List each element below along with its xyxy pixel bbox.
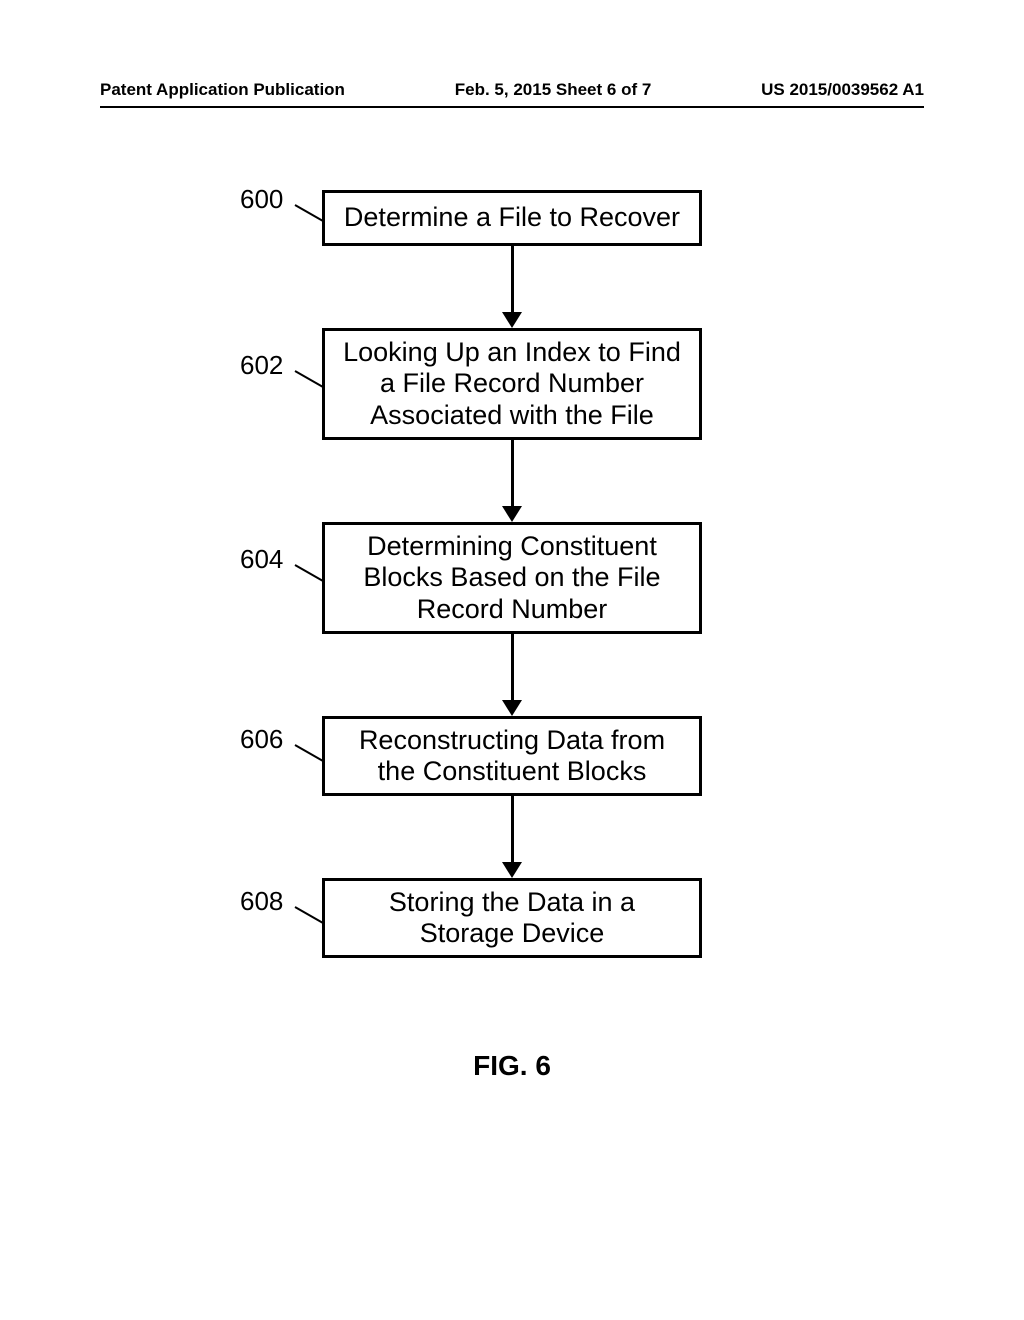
arrow-shaft — [511, 440, 514, 510]
flow-step: 604 Determining Constituent Blocks Based … — [0, 522, 1024, 634]
flow-box: Looking Up an Index to Find a File Recor… — [322, 328, 702, 440]
leader-line — [295, 204, 324, 222]
header-center: Feb. 5, 2015 Sheet 6 of 7 — [455, 80, 652, 100]
arrow-head-icon — [502, 862, 522, 878]
flow-step: 602 Looking Up an Index to Find a File Re… — [0, 328, 1024, 440]
leader-line — [295, 564, 324, 582]
leader-line — [295, 906, 324, 924]
flow-step: 608 Storing the Data in a Storage Device — [0, 878, 1024, 958]
step-number: 600 — [240, 184, 283, 215]
flow-arrow — [0, 440, 1024, 522]
flow-box: Storing the Data in a Storage Device — [322, 878, 702, 958]
flow-step: 600Determine a File to Recover — [0, 190, 1024, 246]
arrow-head-icon — [502, 312, 522, 328]
flow-arrow — [0, 634, 1024, 716]
leader-line — [295, 370, 324, 388]
page: Patent Application Publication Feb. 5, 2… — [0, 0, 1024, 1320]
page-header: Patent Application Publication Feb. 5, 2… — [100, 80, 924, 108]
flow-box: Reconstructing Data from the Constituent… — [322, 716, 702, 796]
flow-arrow — [0, 246, 1024, 328]
step-number: 608 — [240, 886, 283, 917]
header-right: US 2015/0039562 A1 — [761, 80, 924, 100]
flowchart: 600Determine a File to Recover 602 Looking… — [0, 190, 1024, 958]
arrow-shaft — [511, 634, 514, 704]
flow-box: Determine a File to Recover — [322, 190, 702, 246]
figure-label: FIG. 6 — [0, 1050, 1024, 1082]
step-number: 604 — [240, 544, 283, 575]
arrow-head-icon — [502, 700, 522, 716]
arrow-shaft — [511, 796, 514, 866]
arrow-shaft — [511, 246, 514, 316]
flow-box: Determining Constituent Blocks Based on … — [322, 522, 702, 634]
leader-line — [295, 744, 324, 762]
flow-arrow — [0, 796, 1024, 878]
step-number: 606 — [240, 724, 283, 755]
arrow-head-icon — [502, 506, 522, 522]
flow-step: 606 Reconstructing Data from the Constitu… — [0, 716, 1024, 796]
header-left: Patent Application Publication — [100, 80, 345, 100]
step-number: 602 — [240, 350, 283, 381]
